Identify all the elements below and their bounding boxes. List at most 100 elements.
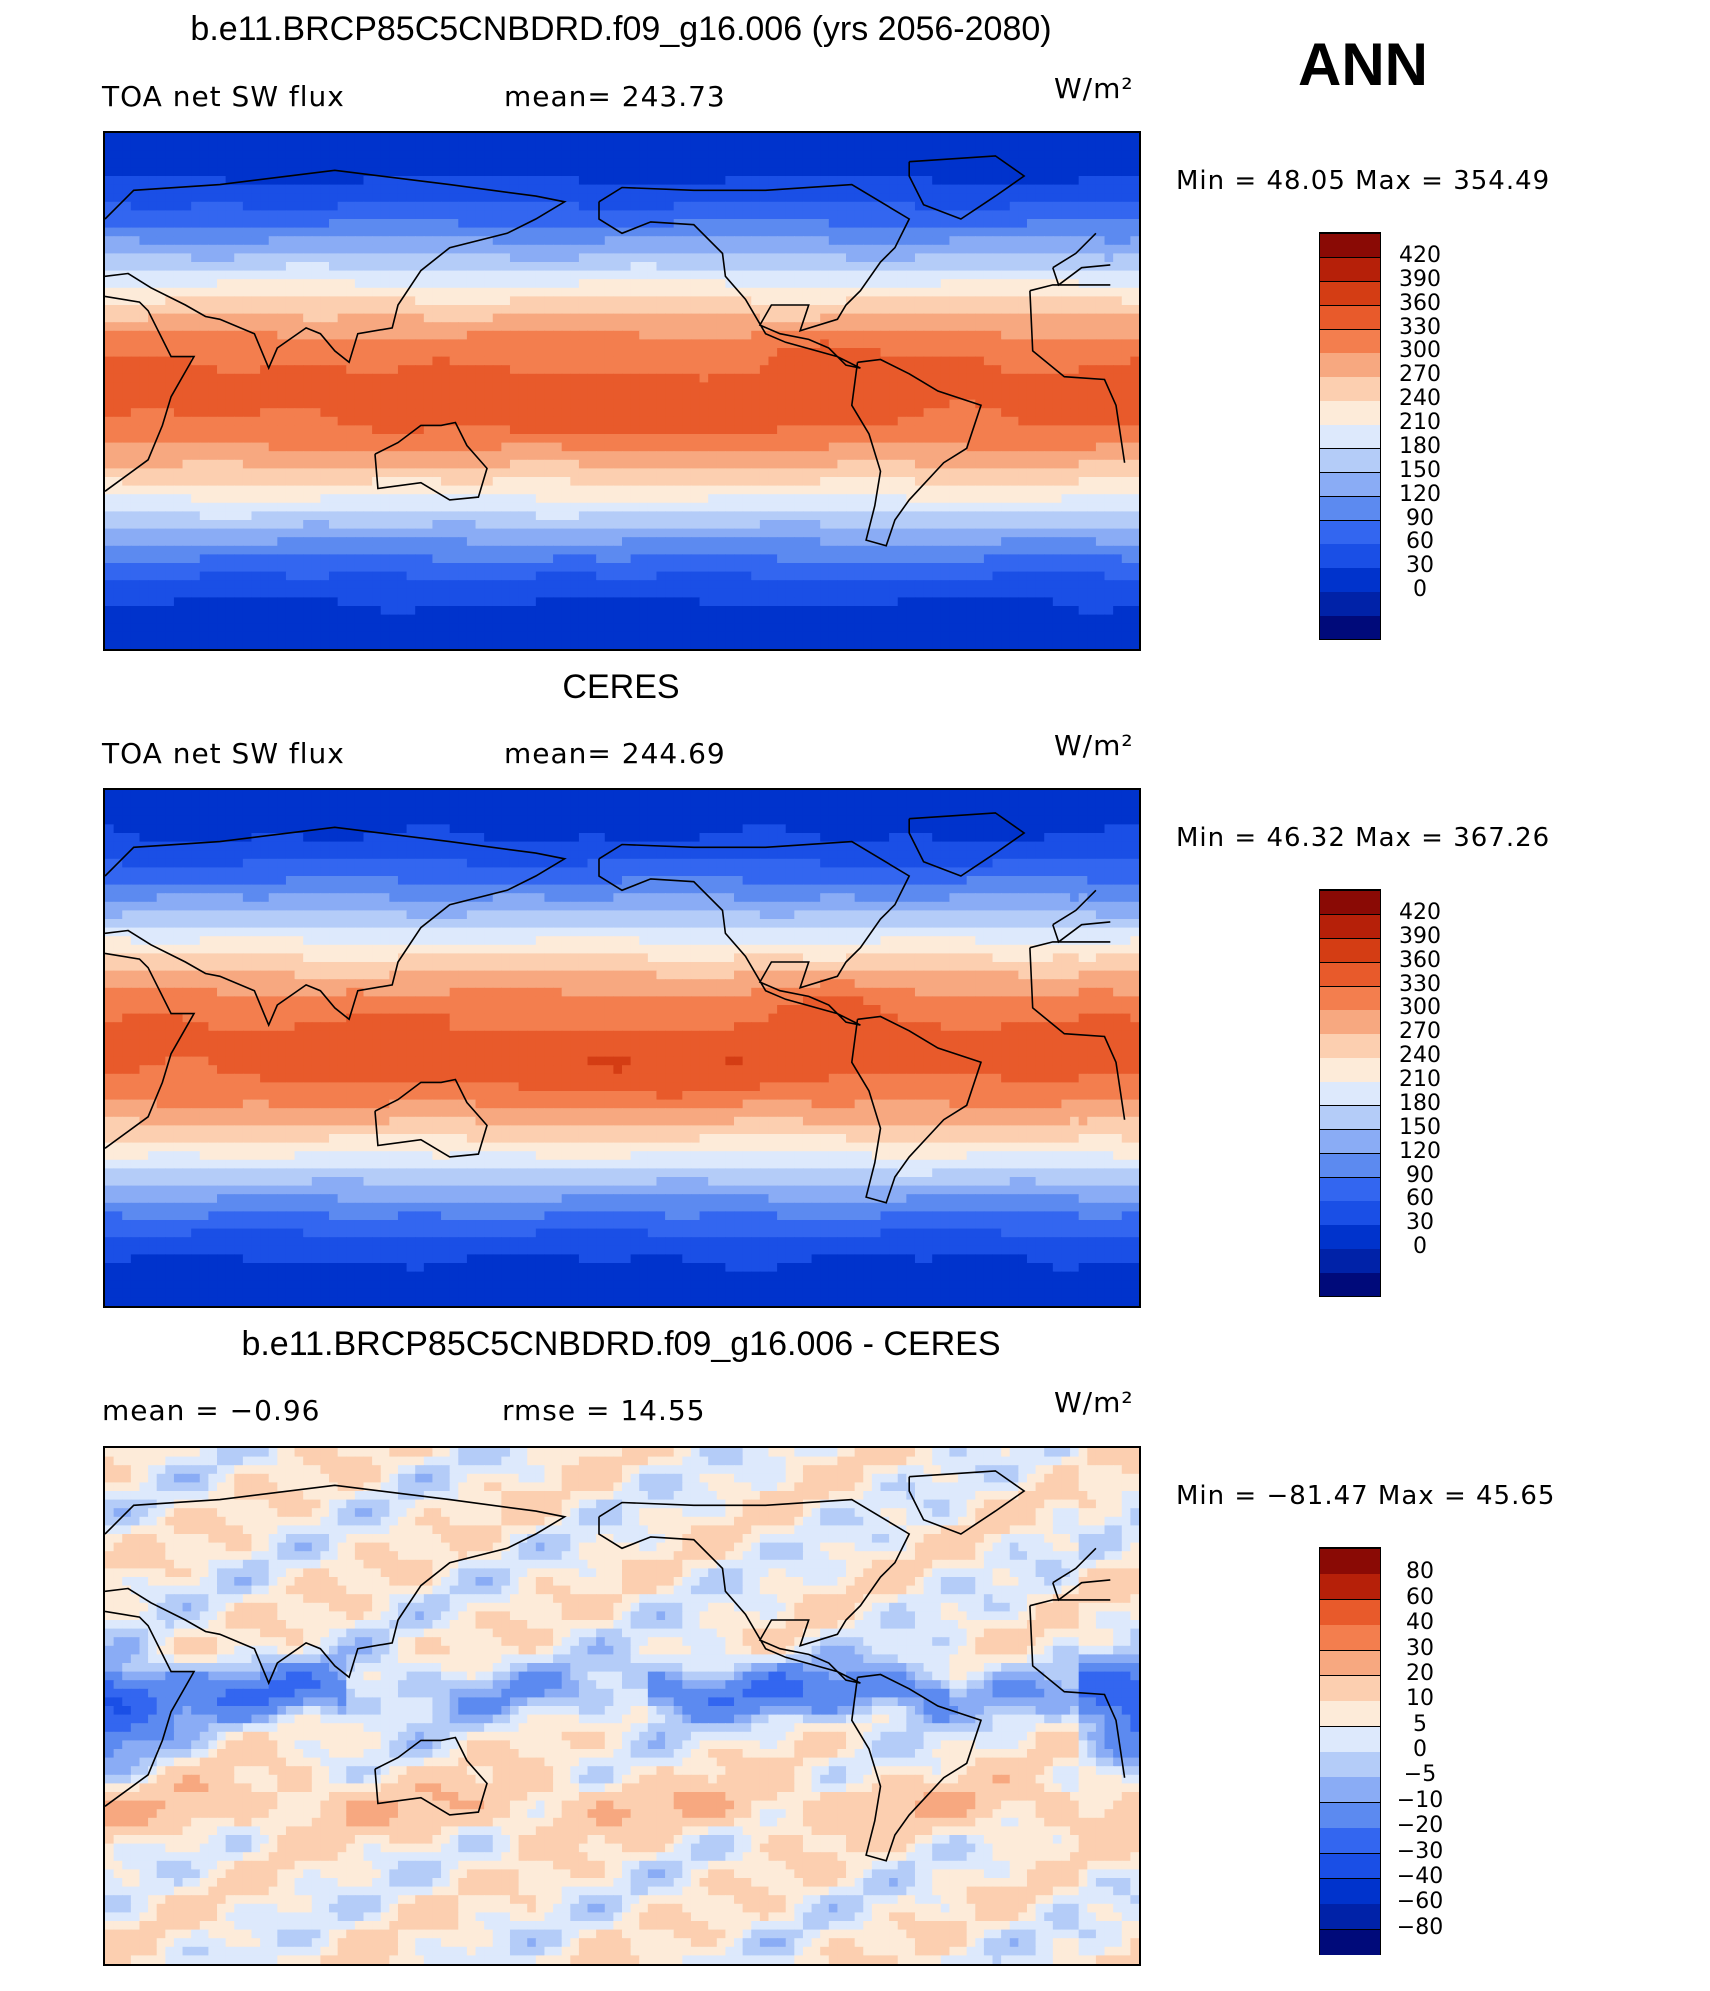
colorbar-swatch [1320,1224,1380,1249]
map-canvas [105,133,1139,649]
colorbar-tick-label: 30 [1390,1210,1450,1235]
colorbar-tick-label: 80 [1390,1559,1450,1584]
colorbar-swatch [1320,567,1380,592]
panel-diff-colorbar [1319,1547,1381,1955]
coastline [374,421,488,501]
coastline [850,358,983,547]
colorbar-swatch [1320,1128,1380,1154]
colorbar-tick-label: 240 [1390,386,1450,411]
colorbar-tick-label: 90 [1390,506,1450,531]
panel-diff-mean: mean = −0.96 [102,1394,320,1427]
panel-diff-title: b.e11.BRCP85C5CNBDRD.f09_g16.006 - CERES [0,1325,1242,1364]
coastline [1052,232,1097,269]
colorbar-swatch [1320,519,1380,544]
coastline [105,826,567,1028]
colorbar-swatch [1320,1152,1380,1178]
colorbar-tick-label: 210 [1390,410,1450,435]
colorbar-tick-label: 0 [1390,1737,1450,1762]
colorbar-swatch [1320,256,1380,282]
colorbar-tick-label: 30 [1390,553,1450,578]
colorbar-tick-label: 300 [1390,338,1450,363]
colorbar-tick-label: 5 [1390,1712,1450,1737]
colorbar-tick-label: 10 [1390,1686,1450,1711]
colorbar-tick-label: 300 [1390,995,1450,1020]
colorbar-tick-label: 270 [1390,1019,1450,1044]
coastline [908,812,1026,877]
coastline [105,1610,196,1807]
coastline [598,183,911,369]
coastline [598,840,911,1026]
season-label: ANN [1298,30,1428,99]
colorbar-tick-label: 330 [1390,315,1450,340]
colorbar-swatch [1320,471,1380,497]
colorbar-swatch [1320,304,1380,330]
colorbar-swatch [1320,1057,1380,1082]
colorbar-swatch [1320,1700,1380,1727]
colorbar-tick-label: 150 [1390,1115,1450,1140]
panel-diff-rmse: rmse = 14.55 [502,1394,706,1427]
panel-obs-map [103,788,1141,1308]
colorbar-swatch [1320,1081,1380,1106]
colorbar-tick-label: 20 [1390,1661,1450,1686]
colorbar-swatch [1320,615,1380,640]
coastline [105,952,196,1149]
colorbar-swatch [1320,1009,1380,1034]
colorbar-swatch [1320,376,1380,401]
coastline [850,1015,983,1204]
colorbar-swatch [1320,1877,1380,1904]
colorbar-tick-label: 40 [1390,1610,1450,1635]
colorbar-tick-label: −10 [1390,1788,1450,1813]
colorbar-swatch [1320,1649,1380,1676]
coastline [105,1484,567,1686]
colorbar-tick-label: 60 [1390,529,1450,554]
colorbar-swatch [1320,937,1380,963]
colorbar-tick-label: 0 [1390,577,1450,602]
panel-model-mean: mean= 243.73 [504,80,726,113]
coastline [105,169,567,371]
coastline [374,1078,488,1158]
colorbar-swatch [1320,352,1380,377]
panel-model-map [103,131,1141,651]
coastline [1029,1605,1126,1778]
colorbar-swatch [1320,280,1380,306]
colorbar-swatch [1320,1928,1380,1955]
panel-diff-minmax: Min = −81.47 Max = 45.65 [1176,1481,1555,1511]
colorbar-swatch [1320,591,1380,616]
panel-obs-title: CERES [0,668,1242,707]
panel-obs-units: W/m² [1054,729,1134,762]
colorbar-tick-label: 60 [1390,1186,1450,1211]
colorbar-tick-label: 0 [1390,1234,1450,1259]
panel-model-units: W/m² [1054,72,1134,105]
coastline [908,1470,1026,1535]
colorbar-swatch [1320,985,1380,1010]
coastline [598,1498,911,1684]
colorbar-tick-label: 150 [1390,458,1450,483]
coastline [1029,284,1111,292]
coastline [1052,264,1111,287]
panel-obs-colorbar [1319,889,1381,1297]
colorbar-tick-label: 420 [1390,900,1450,925]
colorbar-tick-label: 420 [1390,243,1450,268]
coastline [1052,889,1097,926]
map-canvas [105,1448,1139,1964]
colorbar-tick-label: 240 [1390,1043,1450,1068]
panel-model-variable: TOA net SW flux [102,80,345,113]
colorbar-tick-label: −40 [1390,1864,1450,1889]
colorbar-swatch [1320,1624,1380,1650]
panel-obs-mean: mean= 244.69 [504,737,726,770]
colorbar-tick-label: 360 [1390,291,1450,316]
panel-model-colorbar [1319,232,1381,640]
colorbar-swatch [1320,913,1380,939]
colorbar-swatch [1320,890,1380,915]
colorbar-tick-label: −20 [1390,1813,1450,1838]
panel-model-title: b.e11.BRCP85C5CNBDRD.f09_g16.006 (yrs 20… [0,10,1242,49]
colorbar-tick-label: 180 [1390,1091,1450,1116]
colorbar-tick-label: 90 [1390,1163,1450,1188]
coastline [1052,1547,1097,1584]
coastline [908,155,1026,220]
colorbar-swatch [1320,1200,1380,1225]
panel-obs-variable: TOA net SW flux [102,737,345,770]
colorbar-swatch [1320,1104,1380,1130]
colorbar-swatch [1320,1903,1380,1930]
panel-model-minmax: Min = 48.05 Max = 354.49 [1176,166,1550,196]
